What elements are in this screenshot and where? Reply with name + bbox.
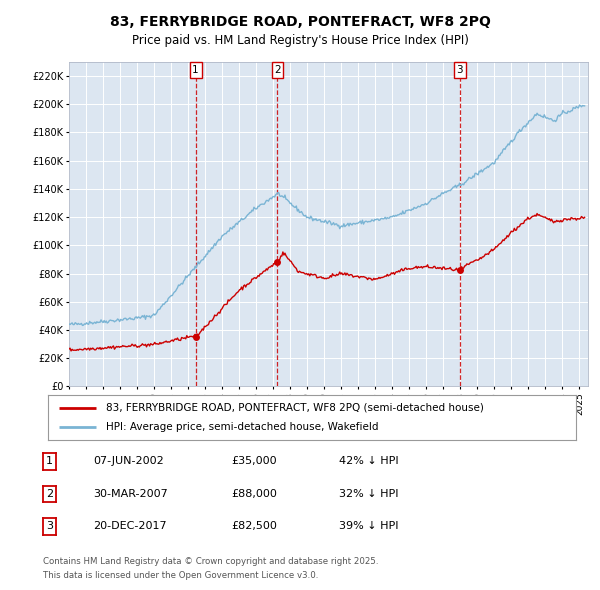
Text: 83, FERRYBRIDGE ROAD, PONTEFRACT, WF8 2PQ (semi-detached house): 83, FERRYBRIDGE ROAD, PONTEFRACT, WF8 2P… <box>106 403 484 412</box>
Text: Contains HM Land Registry data © Crown copyright and database right 2025.: Contains HM Land Registry data © Crown c… <box>43 557 379 566</box>
Text: 30-MAR-2007: 30-MAR-2007 <box>93 489 168 499</box>
Text: 83, FERRYBRIDGE ROAD, PONTEFRACT, WF8 2PQ: 83, FERRYBRIDGE ROAD, PONTEFRACT, WF8 2P… <box>110 15 490 30</box>
Text: 07-JUN-2002: 07-JUN-2002 <box>93 457 164 466</box>
Text: 39% ↓ HPI: 39% ↓ HPI <box>339 522 398 531</box>
Text: £35,000: £35,000 <box>231 457 277 466</box>
Text: 20-DEC-2017: 20-DEC-2017 <box>93 522 167 531</box>
Text: Price paid vs. HM Land Registry's House Price Index (HPI): Price paid vs. HM Land Registry's House … <box>131 34 469 47</box>
Text: 1: 1 <box>192 65 199 75</box>
Text: £88,000: £88,000 <box>231 489 277 499</box>
Text: 3: 3 <box>457 65 463 75</box>
Text: 2: 2 <box>274 65 281 75</box>
Text: 32% ↓ HPI: 32% ↓ HPI <box>339 489 398 499</box>
Text: 3: 3 <box>46 522 53 531</box>
Text: This data is licensed under the Open Government Licence v3.0.: This data is licensed under the Open Gov… <box>43 571 319 580</box>
Text: HPI: Average price, semi-detached house, Wakefield: HPI: Average price, semi-detached house,… <box>106 422 379 432</box>
Text: £82,500: £82,500 <box>231 522 277 531</box>
Text: 1: 1 <box>46 457 53 466</box>
Text: 42% ↓ HPI: 42% ↓ HPI <box>339 457 398 466</box>
Text: 2: 2 <box>46 489 53 499</box>
